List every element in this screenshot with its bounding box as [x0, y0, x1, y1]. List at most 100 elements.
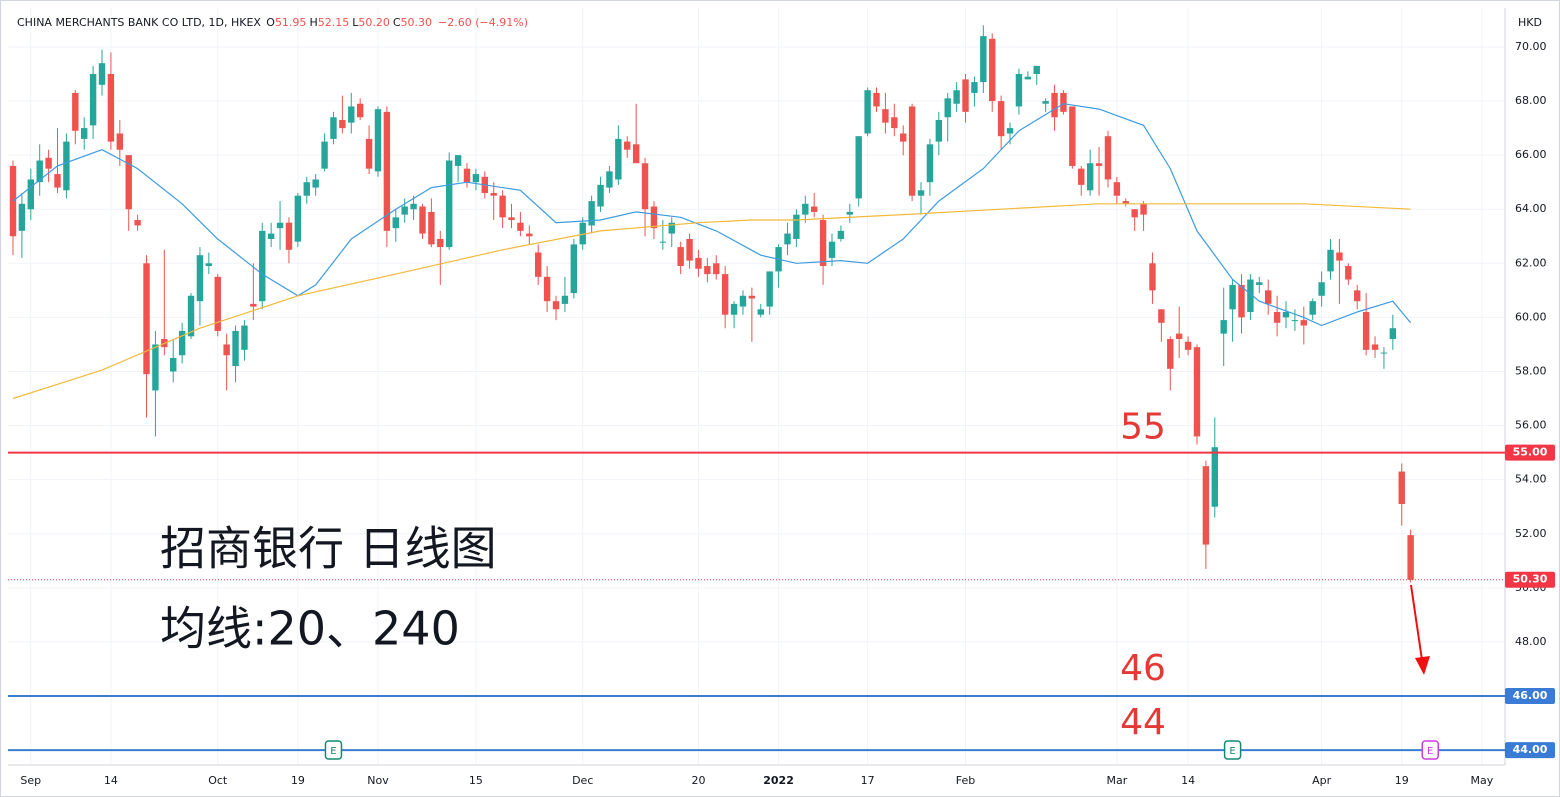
candle-body — [1033, 65, 1040, 74]
candle-body — [1345, 266, 1352, 280]
candle-body — [1247, 279, 1254, 312]
y-tick-label: 54.00 — [1515, 473, 1547, 486]
event-marker — [1223, 740, 1242, 760]
y-tick-label: 56.00 — [1515, 419, 1547, 432]
candle-body — [1006, 128, 1014, 134]
candle-body — [1291, 320, 1299, 322]
event-label: E — [1229, 746, 1235, 757]
event-label: E — [1427, 746, 1433, 757]
ohlc-value: 50.30 — [401, 16, 433, 29]
y-tick-label: 48.00 — [1515, 635, 1547, 648]
candle-body — [374, 109, 382, 172]
annotation: 均线:20、240 — [160, 602, 460, 656]
candle-body — [1122, 201, 1129, 204]
ohlc-key: O — [266, 16, 275, 29]
candle-body — [1024, 76, 1032, 80]
candle-body — [196, 255, 204, 302]
candle-body — [178, 330, 186, 356]
candle-body — [873, 92, 880, 107]
candle-body — [303, 182, 310, 196]
candle-body — [419, 206, 426, 234]
arrow — [1410, 584, 1430, 675]
candle-body — [561, 295, 569, 304]
x-tick-label: 19 — [1395, 774, 1409, 787]
ohlc-value: 52.15 — [318, 16, 350, 29]
candle-body — [223, 344, 230, 356]
candle-body — [1336, 252, 1343, 261]
candle-body — [1273, 311, 1281, 323]
candle-body — [917, 190, 925, 196]
candle-body — [143, 263, 150, 375]
ohlc-key: L — [352, 16, 359, 29]
candle-body — [668, 222, 675, 234]
price-badge — [1505, 444, 1555, 461]
y-tick-label: 52.00 — [1515, 527, 1547, 540]
candle-body — [1398, 471, 1405, 505]
price-badge-label: 44.00 — [1513, 743, 1548, 756]
candle-body — [250, 303, 257, 307]
candle-body — [1380, 352, 1388, 354]
candle-body — [828, 241, 836, 258]
candle-body — [232, 330, 239, 367]
candle-body — [241, 325, 248, 350]
candle-body — [980, 36, 987, 83]
candle-body — [891, 117, 898, 129]
candle-body — [1060, 92, 1067, 112]
candle-body — [267, 233, 275, 239]
candle-body — [214, 276, 221, 331]
arrow-shaft — [1410, 584, 1423, 661]
level-annotation: 55 — [1120, 407, 1166, 448]
x-tick-label: Sep — [20, 774, 41, 787]
candle-body — [1354, 290, 1361, 302]
price-badge — [1505, 742, 1555, 759]
candle-body — [428, 211, 435, 245]
y-tick-label: 62.00 — [1515, 256, 1547, 269]
candle-body — [1086, 163, 1094, 191]
candle-body — [1078, 168, 1085, 185]
candle-body — [107, 73, 115, 142]
candle-body — [1175, 333, 1183, 340]
candle-body — [900, 133, 907, 142]
candle-body — [125, 155, 132, 210]
moving-average — [12, 103, 1412, 327]
candle-body — [134, 220, 141, 226]
candle-body — [615, 138, 622, 180]
y-tick-label: 58.00 — [1515, 364, 1547, 377]
change: −2.60 (−4.91%) — [438, 16, 528, 29]
candle-body — [793, 214, 800, 239]
candle-body — [1015, 73, 1023, 107]
x-tick-label: 2022 — [763, 774, 794, 787]
candle-body — [606, 171, 613, 188]
x-tick-label: 14 — [1181, 774, 1195, 787]
candle-body — [410, 203, 417, 210]
event-label: E — [330, 746, 336, 757]
candle-body — [72, 92, 79, 131]
currency: HKD — [1518, 16, 1542, 29]
candle-body — [1051, 92, 1058, 118]
candle-body — [63, 141, 70, 191]
candle-body — [989, 38, 996, 102]
candle-body — [526, 233, 533, 237]
candle-body — [18, 203, 26, 231]
candle-body — [330, 117, 337, 139]
candle-body — [1104, 136, 1112, 180]
candle-body — [1211, 447, 1218, 507]
candle-body — [437, 238, 444, 248]
candle-body — [152, 344, 159, 391]
candle-body — [454, 155, 462, 166]
candle-body — [837, 230, 845, 239]
candle-body — [1149, 263, 1156, 291]
candle-body — [1131, 209, 1138, 218]
candle-body — [1282, 311, 1290, 318]
y-tick-label: 64.00 — [1515, 202, 1547, 215]
candle-body — [855, 136, 862, 199]
candle-body — [98, 63, 106, 85]
candle-body — [686, 238, 693, 261]
candle-body — [339, 119, 346, 129]
y-tick-label: 70.00 — [1515, 40, 1547, 53]
candle-body — [1371, 344, 1379, 350]
candle-body — [1158, 309, 1165, 323]
plot — [9, 25, 1414, 583]
